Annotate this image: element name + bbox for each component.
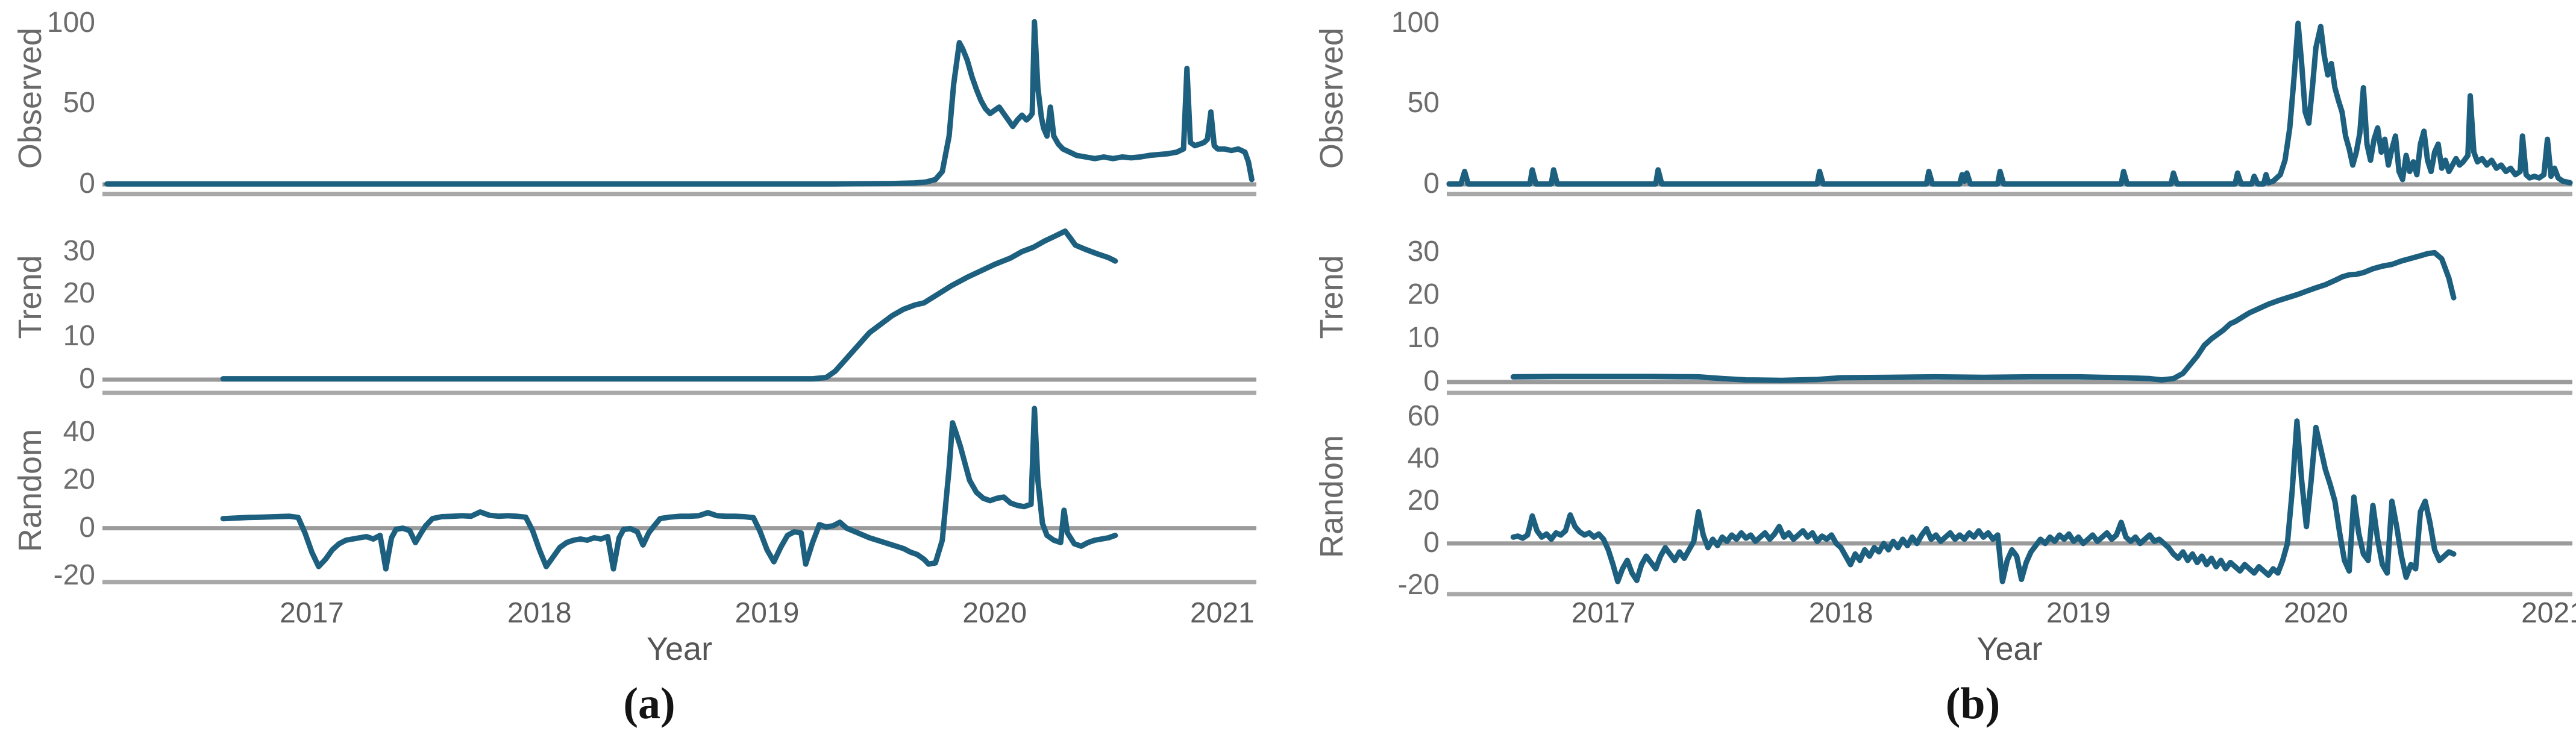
y-tick-label-trend-10: 10 [63,320,95,352]
y-axis-title-random: Random [1314,434,1350,559]
caption-a: (a) [623,679,675,728]
series-line-observed [1446,20,2573,187]
y-tick-label-trend-30: 30 [63,234,95,267]
y-tick-label-trend-10: 10 [1407,322,1440,354]
y-tick-label-random--20: -20 [1397,568,1440,601]
y-tick-label-trend-0: 0 [79,363,95,395]
x-tick-label-2019: 2019 [2046,597,2111,629]
y-tick-label-random-20: 20 [1407,484,1440,516]
y-tick-label-trend-20: 20 [63,277,95,310]
series-line-observed [104,19,1255,187]
y-tick-label-random-0: 0 [79,511,95,544]
x-tick-label-2021: 2021 [1189,597,1255,629]
y-tick-label-observed-50: 50 [1407,87,1440,119]
y-tick-label-random-0: 0 [1423,526,1440,559]
y-tick-label-observed-100: 100 [1391,6,1440,39]
series-line-random [220,406,1118,572]
x-tick-label-2021: 2021 [2521,597,2576,629]
y-tick-label-observed-0: 0 [79,167,95,199]
y-tick-label-trend-0: 0 [1423,365,1440,398]
x-tick-label-2019: 2019 [735,597,800,629]
x-tick-label-2018: 2018 [1808,597,1873,629]
y-tick-label-random-20: 20 [63,463,95,496]
y-tick-label-random-40: 40 [1407,442,1440,474]
y-tick-label-random-40: 40 [63,415,95,448]
y-tick-label-random-60: 60 [1407,400,1440,432]
y-tick-label-random--20: -20 [53,559,95,592]
x-axis-title: Year [1976,631,2043,667]
y-axis-title-random: Random [12,428,48,553]
x-tick-label-2020: 2020 [962,597,1027,629]
y-tick-label-observed-50: 50 [63,87,95,119]
caption-b: (b) [1945,679,2001,728]
y-tick-label-observed-0: 0 [1423,167,1440,199]
x-axis-title: Year [646,631,713,667]
y-tick-label-observed-100: 100 [46,6,95,39]
figure-b: Year (b) 100 50 0 Observed 30 20 10 0 Trend 60 40 2… [1290,0,2576,752]
series-line-trend [1510,249,2457,383]
y-tick-label-trend-30: 30 [1407,235,1440,268]
x-tick-label-2018: 2018 [507,597,572,629]
x-tick-label-2017: 2017 [280,597,344,629]
x-tick-label-2020: 2020 [2283,597,2348,629]
series-line-trend [220,228,1118,382]
x-tick-label-2017: 2017 [1571,597,1636,629]
series-line-random [1510,418,2457,584]
chart-canvas-a [102,19,1256,584]
chart-canvas-b [1446,20,2573,597]
y-tick-label-trend-20: 20 [1407,278,1440,311]
figure-a: Year (a) 100 50 0 Observed 30 20 10 0 Trend 40 20 0… [12,6,1256,728]
